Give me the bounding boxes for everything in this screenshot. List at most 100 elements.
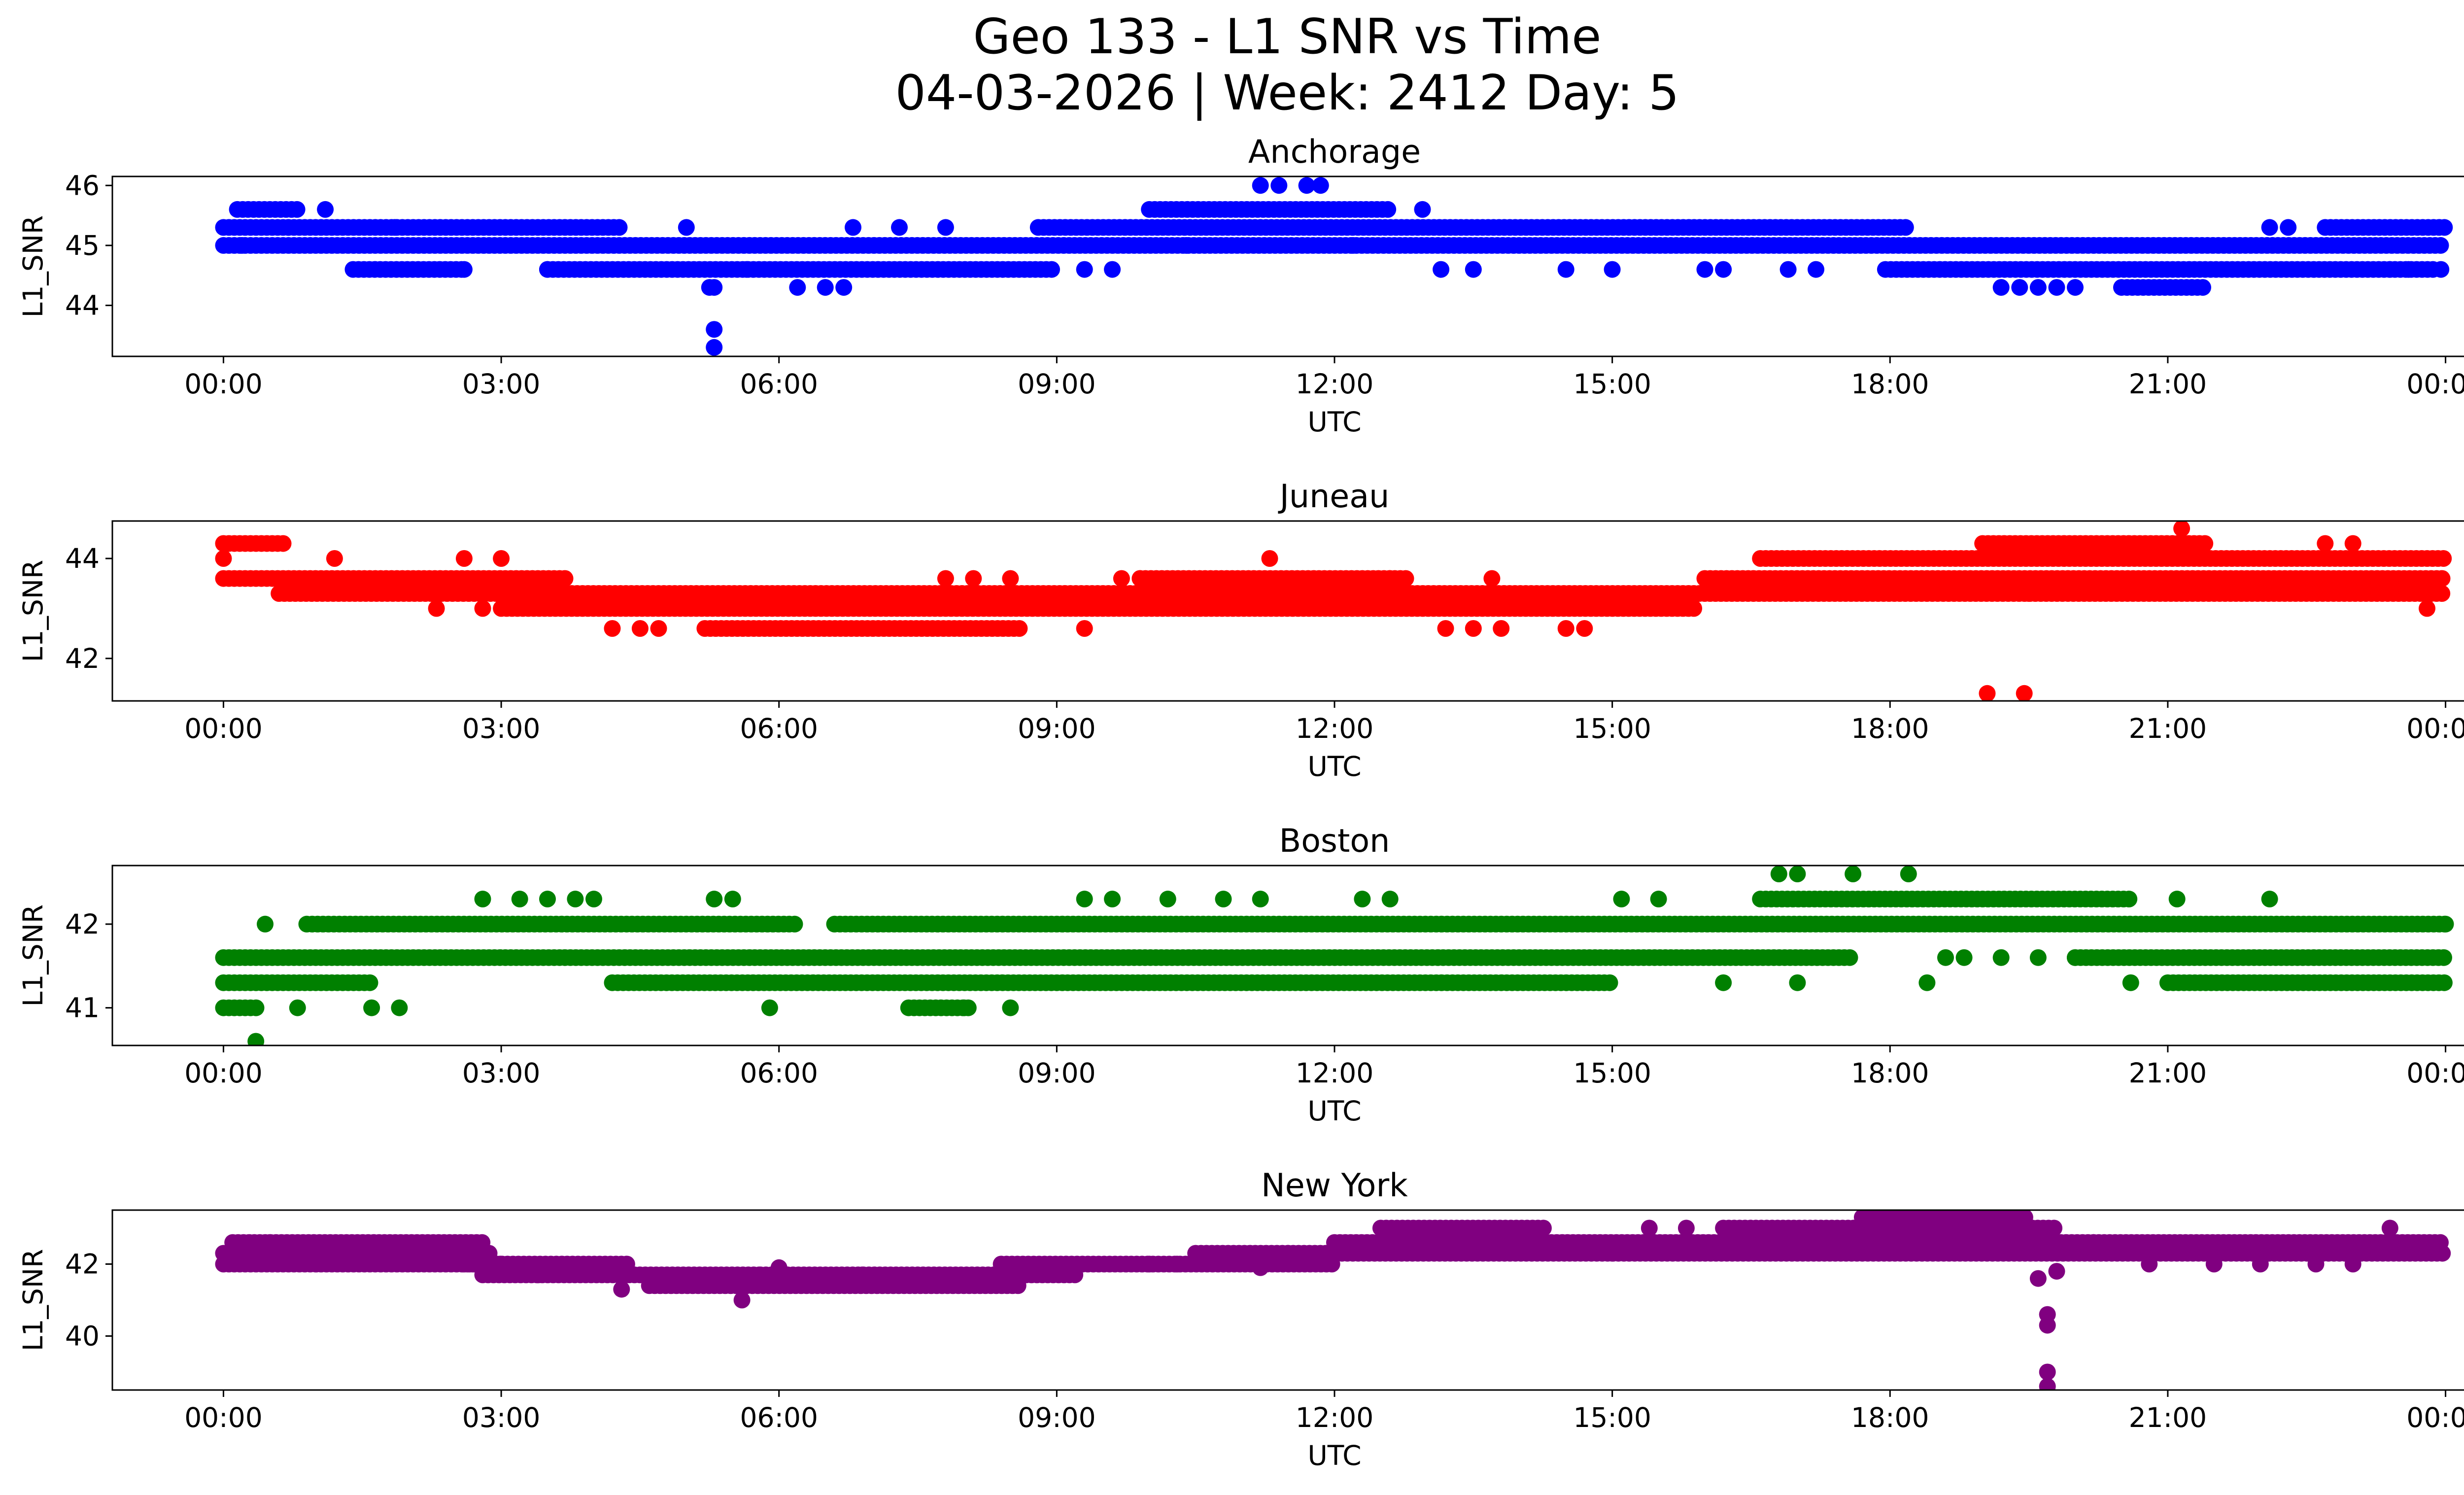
data-point — [956, 999, 973, 1016]
data-point — [2252, 1255, 2269, 1273]
x-tick-label: 21:00 — [2129, 368, 2207, 400]
x-tick-label: 09:00 — [1018, 713, 1096, 744]
data-point — [2029, 1270, 2047, 1287]
data-point — [1557, 620, 1574, 637]
data-point — [2205, 1255, 2223, 1273]
data-point — [1613, 890, 1630, 907]
data-point — [1841, 949, 1858, 966]
data-point — [650, 620, 667, 637]
data-point — [280, 219, 297, 236]
x-tick-label: 21:00 — [2129, 713, 2207, 744]
x-tick-label: 12:00 — [1296, 368, 1374, 400]
data-point — [1104, 261, 1121, 278]
x-axis-label: UTC — [1307, 406, 1361, 438]
data-point — [511, 890, 528, 907]
y-axis-label: L1_SNR — [17, 560, 49, 662]
data-point — [1937, 949, 1954, 966]
data-point — [2419, 600, 2435, 617]
data-point — [1696, 261, 1713, 278]
data-point — [613, 1281, 630, 1298]
data-point — [1261, 550, 1278, 567]
data-point — [317, 201, 334, 218]
x-tick-label: 03:00 — [462, 713, 541, 744]
data-point — [539, 261, 556, 278]
data-point — [1979, 685, 1996, 701]
data-point — [428, 600, 445, 617]
data-point — [706, 279, 723, 296]
data-point — [1835, 1234, 1852, 1251]
data-point — [738, 261, 755, 278]
data-point — [1280, 1245, 1297, 1262]
x-tick-label: 00:00 — [2406, 1057, 2464, 1089]
y-tick-label: 45 — [65, 230, 100, 261]
x-tick-label: 18:00 — [1851, 368, 1929, 400]
data-point — [835, 279, 853, 296]
x-tick-label: 18:00 — [1851, 1057, 1929, 1089]
data-point — [1104, 890, 1121, 907]
data-point — [2317, 535, 2334, 552]
data-point — [2122, 974, 2139, 991]
x-tick-label: 06:00 — [740, 1057, 818, 1089]
data-point — [1076, 620, 1093, 637]
data-point — [1789, 974, 1806, 991]
subplot-juneau: Juneau 00:00 03:00 06:00 09:00 12:00 15:00 18:0… — [17, 478, 2464, 782]
x-tick-label: 21:00 — [2129, 1057, 2207, 1089]
x-tick-label: 12:00 — [1296, 1402, 1374, 1433]
data-point — [965, 570, 982, 587]
data-point — [770, 1259, 787, 1276]
data-point — [2433, 585, 2451, 602]
data-point — [1215, 890, 1232, 907]
x-tick-label: 03:00 — [462, 1402, 541, 1433]
x-tick-label: 00:00 — [184, 1057, 263, 1089]
data-point — [724, 890, 741, 907]
data-point — [706, 321, 723, 338]
data-point — [789, 279, 806, 296]
data-point — [474, 1234, 491, 1251]
x-axis-label: UTC — [1307, 751, 1361, 782]
data-point — [1178, 237, 1195, 254]
data-point — [567, 890, 584, 907]
subplot-title: Anchorage — [1248, 134, 1421, 171]
subplot-title: Juneau — [1278, 478, 1390, 515]
y-tick-label: 41 — [65, 992, 100, 1024]
subplot-boston: Boston 00:00 03:00 06:00 09:00 12:00 15:00 18:0… — [17, 823, 2464, 1127]
data-point — [817, 279, 834, 296]
data-point — [1159, 890, 1176, 907]
data-point — [1677, 1219, 1695, 1237]
data-point — [1897, 219, 1914, 236]
data-point — [2196, 535, 2214, 552]
data-point — [1270, 177, 1288, 194]
data-point — [1465, 261, 1482, 278]
data-point — [1483, 570, 1501, 587]
data-point — [585, 890, 602, 907]
data-point — [530, 1266, 547, 1284]
x-tick-label: 00:00 — [184, 368, 263, 400]
scatter-series — [215, 866, 2454, 1045]
x-tick-label: 00:00 — [2406, 713, 2464, 744]
data-point — [2432, 1234, 2449, 1251]
data-point — [455, 261, 473, 278]
data-point — [1397, 570, 1414, 587]
data-point — [215, 550, 232, 567]
data-point — [2194, 279, 2211, 296]
data-point — [2307, 1255, 2325, 1273]
data-point — [1168, 1255, 1186, 1273]
figure-title-line1: Geo 133 - L1 SNR vs Time — [973, 9, 1602, 65]
x-tick-label: 15:00 — [1573, 1057, 1651, 1089]
x-tick-label: 03:00 — [462, 368, 541, 400]
x-tick-label: 00:00 — [2406, 368, 2464, 400]
data-point — [1414, 201, 1431, 218]
data-point — [1557, 261, 1574, 278]
data-point — [891, 219, 908, 236]
data-point — [2020, 585, 2038, 602]
data-point — [391, 999, 408, 1016]
data-point — [1011, 620, 1028, 637]
data-point — [2039, 1317, 2056, 1334]
data-point — [308, 1255, 325, 1273]
subplots: Anchorage 00:00 03:00 06:00 09:00 12:00 15:00 1… — [17, 134, 2464, 1471]
data-point — [2141, 1255, 2158, 1273]
data-point — [1992, 279, 2010, 296]
data-point — [845, 219, 861, 236]
data-point — [2261, 890, 2278, 907]
scatter-series — [215, 521, 2452, 701]
